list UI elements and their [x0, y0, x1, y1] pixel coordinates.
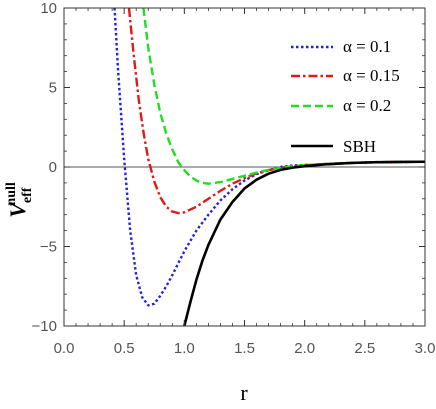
- x-tick-label: 2.0: [294, 340, 315, 357]
- y-axis-title: Veffnull: [4, 182, 35, 218]
- y-axis-title-superscript: null: [4, 182, 19, 205]
- axes-frame: [63, 7, 426, 327]
- x-tick-label: 0.0: [54, 340, 75, 357]
- y-tick-label: 5: [49, 80, 57, 97]
- x-tick-label: 3.0: [415, 340, 436, 357]
- y-tick-label: 0: [49, 159, 57, 176]
- y-axis-title-main: V: [5, 201, 30, 218]
- series-line-3: [183, 160, 425, 326]
- x-tick-label: 2.5: [354, 340, 375, 357]
- legend-item-alpha-0-2: α = 0.2: [291, 96, 391, 115]
- y-tick-label: 10: [40, 0, 57, 17]
- tick-labels: 0.0 0.5 1.0 1.5 2.0 2.5 3.0 −10 −5 0 5 10: [32, 0, 436, 357]
- x-tick-label: 1.5: [234, 340, 255, 357]
- legend-label-alpha-0-2: α = 0.2: [343, 96, 391, 115]
- x-tick-label: 0.5: [114, 340, 135, 357]
- legend-item-alpha-0-15: α = 0.15: [291, 66, 400, 85]
- legend-label-alpha-0-1: α = 0.1: [343, 37, 391, 56]
- svg-text:Veffnull: Veffnull: [4, 182, 35, 218]
- y-axis-title-subscript: eff: [20, 187, 35, 203]
- legend: α = 0.1 α = 0.15 α = 0.2 SBH: [291, 37, 400, 156]
- legend-item-alpha-0-1: α = 0.1: [291, 37, 391, 56]
- legend-item-sbh: SBH: [291, 137, 376, 156]
- legend-label-sbh: SBH: [343, 137, 376, 156]
- series-group: [113, 8, 425, 326]
- y-tick-label: −10: [32, 318, 57, 335]
- x-tick-label: 1.0: [174, 340, 195, 357]
- x-axis-title: r: [240, 380, 248, 405]
- legend-label-alpha-0-15: α = 0.15: [343, 66, 400, 85]
- y-tick-label: −5: [40, 239, 57, 256]
